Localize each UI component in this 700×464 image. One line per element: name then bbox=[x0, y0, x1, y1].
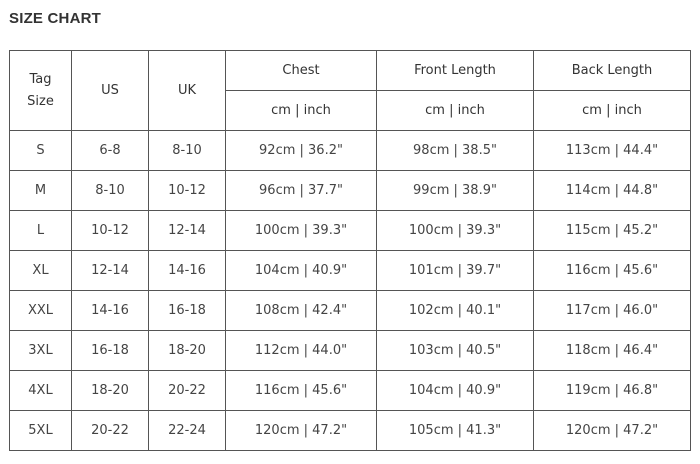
cell-front-length: 103cm | 40.5" bbox=[376, 330, 534, 371]
table-row: S 6-8 8-10 92cm | 36.2" 98cm | 38.5" 113cm | … bbox=[9, 130, 691, 171]
cell-us: 10-12 bbox=[71, 210, 149, 251]
cell-uk: 22-24 bbox=[148, 410, 226, 451]
cell-chest: 116cm | 45.6" bbox=[225, 370, 377, 411]
cell-us: 12-14 bbox=[71, 250, 149, 291]
cell-tag-size: M bbox=[9, 170, 72, 211]
cell-us: 8-10 bbox=[71, 170, 149, 211]
cell-front-length: 101cm | 39.7" bbox=[376, 250, 534, 291]
table-row: XL 12-14 14-16 104cm | 40.9" 101cm | 39.7" 11… bbox=[9, 250, 691, 291]
table-row: XXL 14-16 16-18 108cm | 42.4" 102cm | 40.1" 1… bbox=[9, 290, 691, 331]
cell-uk: 12-14 bbox=[148, 210, 226, 251]
cell-tag-size: 5XL bbox=[9, 410, 72, 451]
cell-front-length: 104cm | 40.9" bbox=[376, 370, 534, 411]
cell-back-length: 116cm | 45.6" bbox=[533, 250, 691, 291]
header-chest-unit: cm | inch bbox=[225, 90, 377, 131]
cell-back-length: 115cm | 45.2" bbox=[533, 210, 691, 251]
table-row: 4XL 18-20 20-22 116cm | 45.6" 104cm | 40.9" 1… bbox=[9, 370, 691, 411]
cell-uk: 10-12 bbox=[148, 170, 226, 211]
cell-uk: 20-22 bbox=[148, 370, 226, 411]
cell-back-length: 113cm | 44.4" bbox=[533, 130, 691, 171]
cell-back-length: 114cm | 44.8" bbox=[533, 170, 691, 211]
size-chart-table: Tag Size US UK Chest Front Length Back L… bbox=[9, 50, 691, 451]
header-front-length: Front Length bbox=[376, 50, 534, 91]
header-back-unit: cm | inch bbox=[533, 90, 691, 131]
cell-us: 16-18 bbox=[71, 330, 149, 371]
cell-chest: 96cm | 37.7" bbox=[225, 170, 377, 211]
cell-tag-size: XL bbox=[9, 250, 72, 291]
header-tag-size: Tag Size bbox=[9, 50, 72, 131]
cell-chest: 92cm | 36.2" bbox=[225, 130, 377, 171]
header-back-length: Back Length bbox=[533, 50, 691, 91]
cell-us: 18-20 bbox=[71, 370, 149, 411]
cell-back-length: 119cm | 46.8" bbox=[533, 370, 691, 411]
cell-chest: 104cm | 40.9" bbox=[225, 250, 377, 291]
cell-tag-size: S bbox=[9, 130, 72, 171]
cell-chest: 112cm | 44.0" bbox=[225, 330, 377, 371]
cell-us: 20-22 bbox=[71, 410, 149, 451]
table-row: 3XL 16-18 18-20 112cm | 44.0" 103cm | 40.5" 1… bbox=[9, 330, 691, 371]
cell-us: 14-16 bbox=[71, 290, 149, 331]
cell-uk: 14-16 bbox=[148, 250, 226, 291]
cell-uk: 8-10 bbox=[148, 130, 226, 171]
header-chest: Chest bbox=[225, 50, 377, 91]
cell-us: 6-8 bbox=[71, 130, 149, 171]
cell-tag-size: L bbox=[9, 210, 72, 251]
header-us: US bbox=[71, 50, 149, 131]
table-row: 5XL 20-22 22-24 120cm | 47.2" 105cm | 41.3" 1… bbox=[9, 410, 691, 451]
cell-front-length: 98cm | 38.5" bbox=[376, 130, 534, 171]
cell-tag-size: 4XL bbox=[9, 370, 72, 411]
cell-chest: 108cm | 42.4" bbox=[225, 290, 377, 331]
table-row: L 10-12 12-14 100cm | 39.3" 100cm | 39.3" 115… bbox=[9, 210, 691, 251]
header-uk: UK bbox=[148, 50, 226, 131]
cell-back-length: 118cm | 46.4" bbox=[533, 330, 691, 371]
cell-front-length: 105cm | 41.3" bbox=[376, 410, 534, 451]
cell-front-length: 99cm | 38.9" bbox=[376, 170, 534, 211]
cell-tag-size: 3XL bbox=[9, 330, 72, 371]
cell-chest: 120cm | 47.2" bbox=[225, 410, 377, 451]
cell-uk: 18-20 bbox=[148, 330, 226, 371]
cell-back-length: 120cm | 47.2" bbox=[533, 410, 691, 451]
cell-front-length: 102cm | 40.1" bbox=[376, 290, 534, 331]
cell-uk: 16-18 bbox=[148, 290, 226, 331]
page-title: SIZE CHART bbox=[9, 10, 101, 27]
table-row: M 8-10 10-12 96cm | 37.7" 99cm | 38.9" 114cm … bbox=[9, 170, 691, 211]
cell-front-length: 100cm | 39.3" bbox=[376, 210, 534, 251]
cell-back-length: 117cm | 46.0" bbox=[533, 290, 691, 331]
header-front-unit: cm | inch bbox=[376, 90, 534, 131]
cell-tag-size: XXL bbox=[9, 290, 72, 331]
cell-chest: 100cm | 39.3" bbox=[225, 210, 377, 251]
